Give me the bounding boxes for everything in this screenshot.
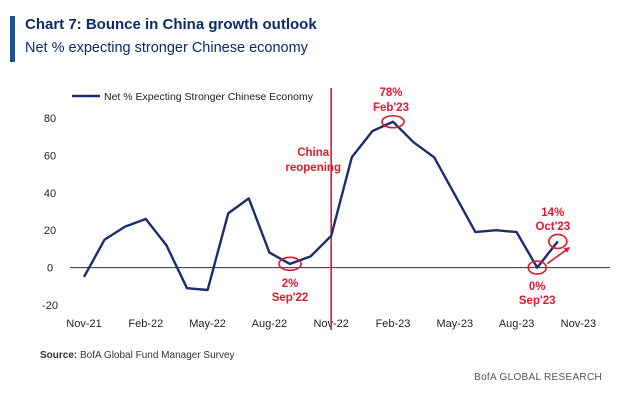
chart-title: Chart 7: Bounce in China growth outlook <box>25 16 317 33</box>
oct23-date-label: Oct'23 <box>535 221 570 233</box>
sep23-date-label: Sep'23 <box>519 295 556 307</box>
sep23-highlight-circle <box>527 260 548 275</box>
x-tick-label: Nov-23 <box>561 318 596 330</box>
x-tick-label: Feb-23 <box>376 318 411 330</box>
y-tick-label: 60 <box>44 150 56 162</box>
sep23-value-label: 0% <box>529 281 546 293</box>
series-line <box>82 120 559 292</box>
sep22-date-label: Sep'22 <box>272 292 309 304</box>
legend-label: Net % Expecting Stronger Chinese Economy <box>104 91 314 103</box>
legend: Net % Expecting Stronger Chinese Economy <box>72 91 314 103</box>
x-tick-label: May-22 <box>189 318 226 330</box>
sep22-highlight-circle <box>278 256 302 272</box>
peak-value-label: 78% <box>379 87 402 99</box>
peak-date-label: Feb'23 <box>373 102 409 114</box>
title-accent-bar <box>10 16 15 62</box>
y-tick-label: -20 <box>42 300 58 312</box>
x-tick-label: May-23 <box>436 318 473 330</box>
y-tick-label: 20 <box>44 225 56 237</box>
sep22-value-label: 2% <box>282 278 299 290</box>
peak-highlight-circle <box>381 114 405 129</box>
x-tick-label: Nov-21 <box>66 318 101 330</box>
brand-footer: BofA GLOBAL RESEARCH <box>474 372 602 383</box>
y-tick-label: 0 <box>47 263 53 275</box>
trend-arrow-head <box>563 247 570 253</box>
annotations: China reopening 78% Feb'23 2% Sep'22 0% Sep'23 1… <box>272 87 571 307</box>
x-tick-label: Aug-23 <box>499 318 534 330</box>
source-label: Source: <box>40 350 78 361</box>
source-text: BofA Global Fund Manager Survey <box>80 350 235 361</box>
y-tick-label: 80 <box>44 113 56 125</box>
x-tick-label: Aug-22 <box>252 318 287 330</box>
oct23-value-label: 14% <box>541 207 564 219</box>
reopening-label-line2: reopening <box>285 162 341 174</box>
x-tick-label: Feb-22 <box>128 318 163 330</box>
oct23-highlight-circle <box>547 233 568 250</box>
series <box>82 120 559 292</box>
source-note: Source: BofA Global Fund Manager Survey <box>40 350 235 361</box>
axes: -20 0 20 40 60 80 Nov-21 Feb-22 May-22 Aug-22 Nov-… <box>42 113 610 330</box>
y-tick-label: 40 <box>44 188 56 200</box>
reopening-label-line1: China <box>297 147 330 159</box>
chart-subtitle: Net % expecting stronger Chinese economy <box>25 40 308 56</box>
